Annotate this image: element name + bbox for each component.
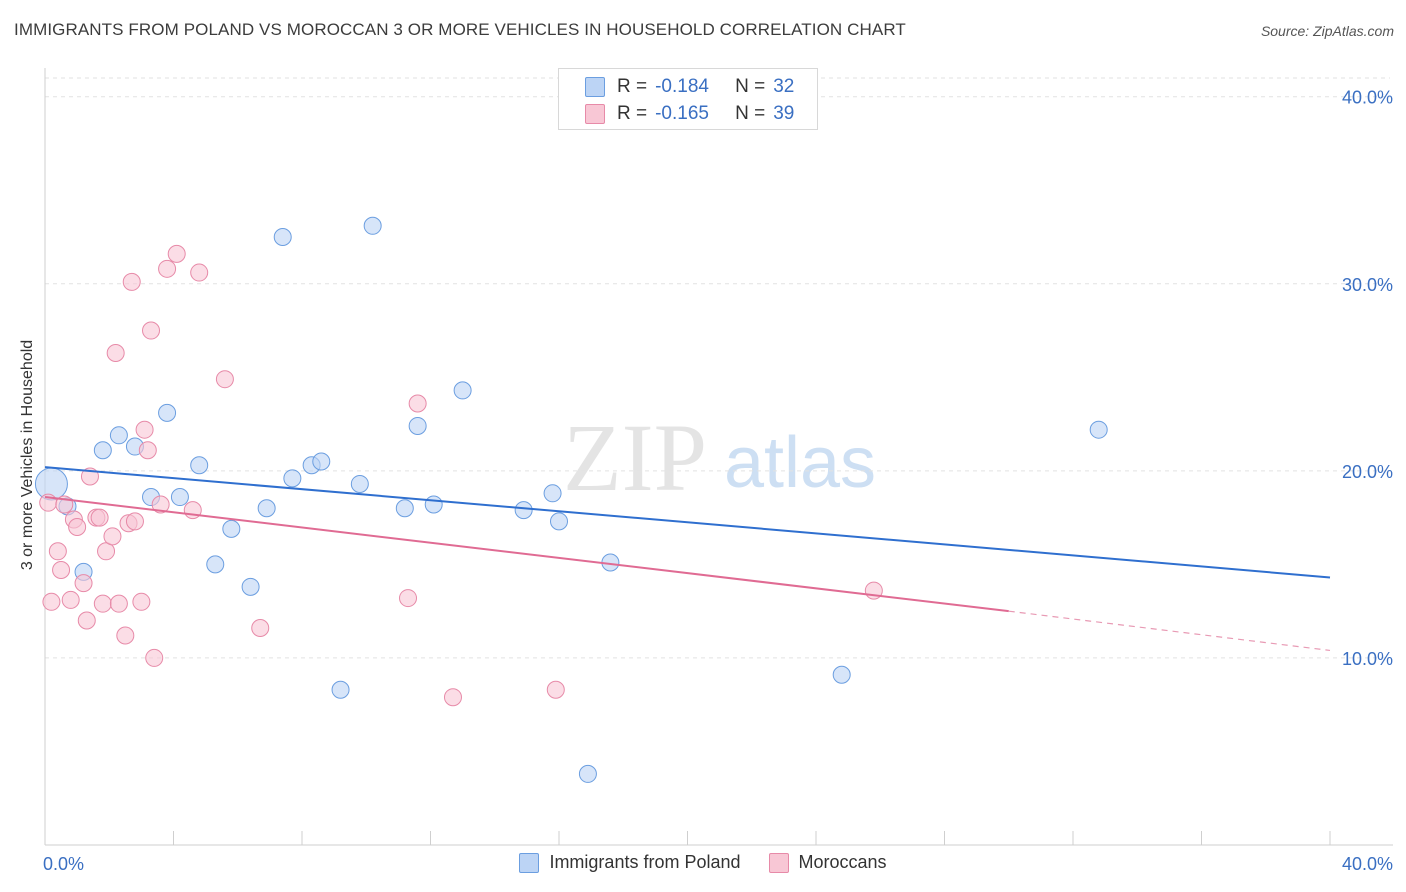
moroccan-point [125,512,144,531]
poland-point [424,495,443,514]
y-tick-label: 40.0% [1342,88,1393,108]
r-label: R = [617,103,648,124]
n-label: N = [735,103,766,124]
moroccan-point [77,611,96,630]
moroccans-swatch [768,852,789,873]
moroccan-point [106,343,125,362]
poland-point [158,403,177,422]
moroccan-point [546,680,565,699]
moroccan-point [116,626,135,645]
legend-item-moroccans[interactable]: Moroccans [768,852,887,873]
moroccan-point [68,517,87,536]
poland-point [832,665,851,684]
poland-point [273,228,292,247]
moroccan-point [251,618,270,637]
poland-point [257,499,276,518]
moroccan-point [158,259,177,278]
stats-row-moroccans: R = -0.165 N = 39 [585,103,794,125]
moroccan-point [42,592,61,611]
moroccan-point [90,508,109,527]
y-tick-label: 20.0% [1342,462,1393,482]
moroccan-point [408,394,427,413]
poland-point [109,426,128,445]
poland-point [350,474,369,493]
stats-legend: R = -0.184 N = 32 R = -0.165 N = 39 [558,68,818,130]
moroccan-point [167,244,186,263]
legend-label: Immigrants from Poland [549,852,741,872]
poland-point [1089,420,1108,439]
r-label: R = [617,76,648,97]
watermark-atlas: atlas [724,423,876,503]
poland-point [578,764,597,783]
moroccan-point [135,420,154,439]
moroccan-point [138,441,157,460]
moroccan-point [145,648,164,667]
watermark-zip: ZIP [563,404,707,511]
n-value: 32 [773,76,795,97]
legend-label: Moroccans [798,852,887,872]
poland-point [170,488,189,507]
poland-point [331,680,350,699]
n-value: 39 [773,103,795,124]
moroccan-point [122,272,141,291]
poland-point [222,519,241,538]
poland-point [363,216,382,235]
n-label: N = [735,76,766,97]
poland-point [395,499,414,518]
poland-point [190,456,209,475]
moroccan-point [109,594,128,613]
stats-row-poland: R = -0.184 N = 32 [585,76,794,98]
poland-point [283,469,302,488]
moroccan-point [151,495,170,514]
moroccan-point [52,561,71,580]
moroccan-point [93,594,112,613]
poland-point [514,501,533,520]
r-value: -0.184 [655,76,709,97]
moroccan-point [399,589,418,608]
moroccan-trendline-extension [1008,610,1331,652]
poland-trendline [44,466,1331,579]
x-tick-label: 40.0% [1342,854,1393,874]
poland-point [206,555,225,574]
poland-point [543,484,562,503]
r-value: -0.165 [655,103,709,124]
moroccan-point [190,263,209,282]
moroccan-point [215,370,234,389]
poland-swatch [519,852,540,873]
poland-point [550,512,568,531]
moroccan-point [61,590,80,609]
moroccan-point [48,542,67,561]
series-legend: Immigrants from Poland Moroccans [0,852,1406,873]
moroccan-point [142,321,161,340]
moroccans-swatch [585,104,605,124]
moroccan-point [443,688,462,707]
moroccan-point [74,574,93,593]
y-tick-label: 30.0% [1342,275,1393,295]
poland-point [93,441,112,460]
moroccan-trendline [44,496,1009,613]
y-tick-label: 10.0% [1342,649,1393,669]
x-tick-label: 0.0% [43,854,84,874]
source-label: Source: ZipAtlas.com [1260,23,1394,39]
poland-point [241,577,260,596]
poland-point [453,381,472,400]
poland-swatch [585,77,605,97]
poland-point [312,452,331,471]
moroccan-point [132,592,151,611]
moroccan-point [97,542,116,561]
moroccan-point [103,527,122,546]
poland-point [408,416,427,435]
legend-item-poland[interactable]: Immigrants from Poland [519,852,741,873]
chart-title: IMMIGRANTS FROM POLAND VS MOROCCAN 3 OR … [14,20,906,39]
